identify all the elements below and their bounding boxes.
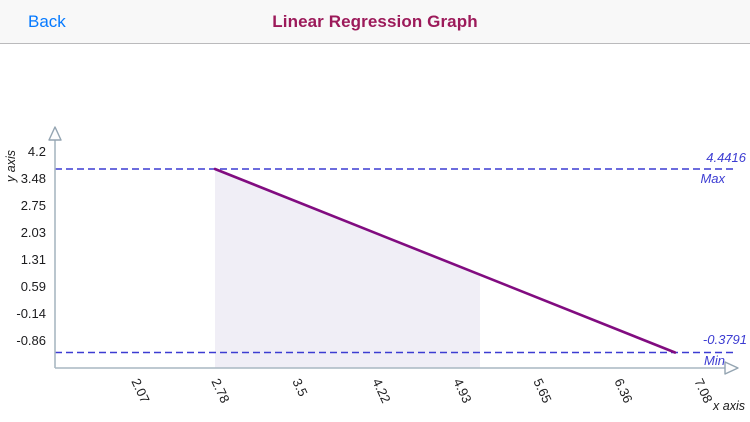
min-value-label: -0.3791 xyxy=(702,332,747,347)
y-tick-label: 0.59 xyxy=(20,279,46,294)
y-axis-title: y axis xyxy=(4,150,18,182)
max-name-label: Max xyxy=(700,171,725,186)
min-name-label: Min xyxy=(704,353,725,368)
back-button[interactable]: Back xyxy=(28,0,66,44)
shaded-region xyxy=(215,169,480,368)
y-tick-label: 3.48 xyxy=(20,171,46,186)
y-tick-label: 4.2 xyxy=(27,144,46,159)
chart-area: 4.2 3.48 2.75 2.03 1.31 0.59 -0.14 -0.86 2.07 2.… xyxy=(0,44,750,422)
regression-line xyxy=(213,167,677,354)
navbar: Back Linear Regression Graph xyxy=(0,0,750,44)
y-axis-arrow-icon xyxy=(48,126,62,141)
max-value-label: 4.4416 xyxy=(706,150,746,165)
y-tick-label: -0.86 xyxy=(16,333,46,348)
y-tick-label: 2.03 xyxy=(20,225,46,240)
page-title: Linear Regression Graph xyxy=(272,11,478,31)
y-tick-label: 1.31 xyxy=(20,252,46,267)
y-tick-label: -0.14 xyxy=(16,306,46,321)
y-tick-label: 2.75 xyxy=(20,198,46,213)
x-axis-arrow-icon xyxy=(724,361,739,375)
x-axis-title: x axis xyxy=(713,399,745,413)
